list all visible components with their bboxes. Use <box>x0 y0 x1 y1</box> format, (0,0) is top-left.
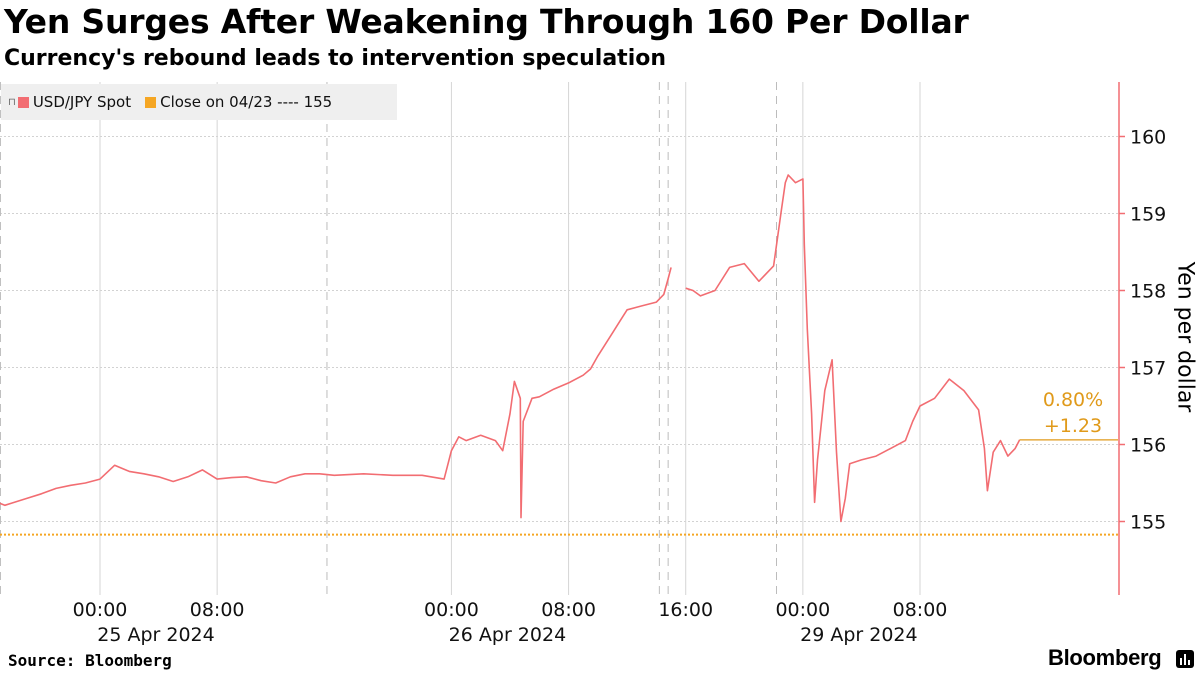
y-tick-label-160: 160 <box>1130 127 1166 149</box>
x-tick-label-2: 00:00 <box>424 599 479 621</box>
bloomberg-chart-icon <box>1176 650 1194 668</box>
legend-item-close[interactable]: Close on 04/23 ---- 155 <box>145 93 332 111</box>
annotation-abs-change: +1.23 <box>1044 415 1102 437</box>
annotation-pct-change: 0.80% <box>1043 389 1103 411</box>
legend-label-close: Close on 04/23 ---- 155 <box>160 93 333 111</box>
legend-swatch-close <box>145 96 157 108</box>
source-note: Source: Bloomberg <box>8 651 172 670</box>
y-tick-label-159: 159 <box>1130 204 1166 226</box>
legend-swatch-spot <box>17 96 29 108</box>
y-tick-label-156: 156 <box>1130 435 1166 457</box>
chart-subtitle: Currency's rebound leads to intervention… <box>4 46 667 71</box>
series-line-usdjpy-segment-1 <box>685 174 1021 523</box>
x-date-label-0: 25 Apr 2024 <box>97 624 214 646</box>
y-tick-label-155: 155 <box>1130 512 1166 534</box>
bloomberg-logo: Bloomberg <box>1048 645 1162 670</box>
x-tick-label-3: 08:00 <box>541 599 596 621</box>
legend-item-spot[interactable]: USD/JPY Spot <box>17 93 132 111</box>
y-tick-label-157: 157 <box>1130 358 1166 380</box>
chart-title: Yen Surges After Weakening Through 160 P… <box>4 2 969 41</box>
series-line-usdjpy-segment-0 <box>0 267 672 519</box>
x-date-label-2: 26 Apr 2024 <box>449 624 566 646</box>
x-tick-label-4: 16:00 <box>658 599 713 621</box>
chart-legend[interactable]: ⊓ USD/JPY Spot Close on 04/23 ---- 155 <box>1 84 397 120</box>
legend-drag-handle-icon[interactable]: ⊓ <box>8 96 16 108</box>
x-date-label-5: 29 Apr 2024 <box>800 624 917 646</box>
y-axis-label: Yen per dollar <box>1172 261 1198 413</box>
x-tick-label-1: 08:00 <box>190 599 245 621</box>
x-tick-label-0: 00:00 <box>73 599 128 621</box>
x-tick-label-6: 08:00 <box>893 599 948 621</box>
x-tick-label-5: 00:00 <box>775 599 830 621</box>
y-tick-label-158: 158 <box>1130 281 1166 303</box>
legend-label-spot: USD/JPY Spot <box>32 93 132 111</box>
